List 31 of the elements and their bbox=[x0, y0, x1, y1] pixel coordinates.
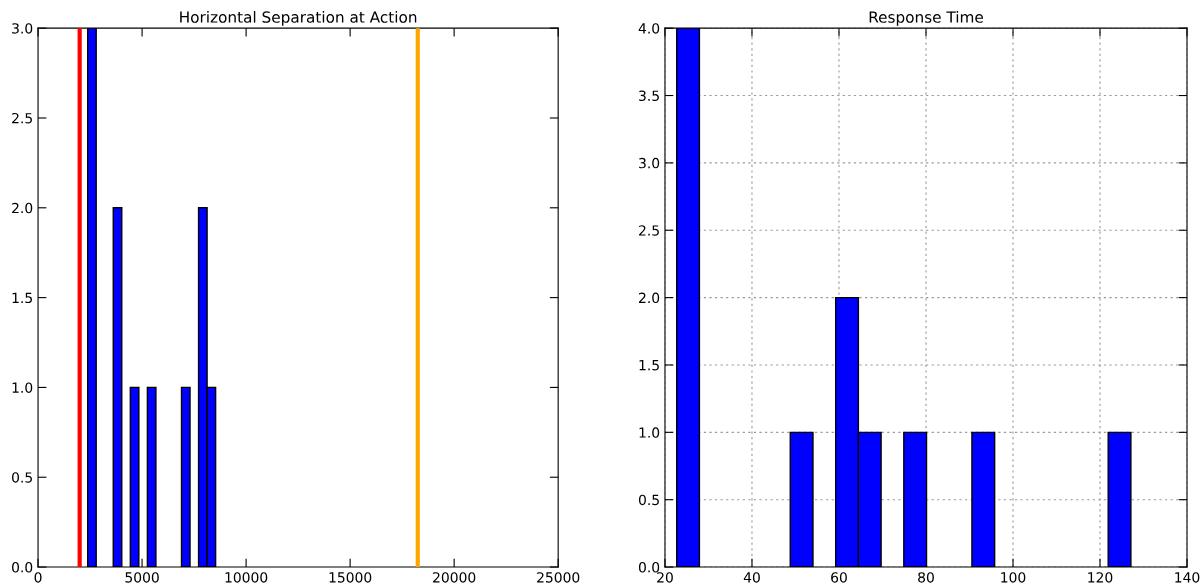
y-tick-label: 3.5 bbox=[639, 90, 659, 102]
y-tick-label: 0.0 bbox=[12, 562, 33, 573]
y-tick-label: 2.5 bbox=[639, 225, 659, 236]
x-tick-label: 60 bbox=[831, 572, 847, 583]
chart-title: Response Time bbox=[869, 11, 983, 26]
x-tick-label: 20000 bbox=[433, 572, 476, 583]
x-tick-label: 5000 bbox=[125, 572, 159, 583]
x-tick-label: 80 bbox=[918, 572, 934, 583]
x-tick-label: 20 bbox=[657, 572, 673, 583]
y-tick-label: 0.0 bbox=[638, 562, 660, 573]
y-tick-label: 4.0 bbox=[638, 23, 660, 34]
y-tick-label: 1.0 bbox=[639, 427, 660, 438]
y-tick-label: 0.5 bbox=[638, 494, 659, 506]
x-tick-label: 100 bbox=[1001, 572, 1026, 583]
y-tick-label: 0.5 bbox=[12, 472, 32, 483]
y-tick-label: 2.0 bbox=[639, 292, 660, 304]
y-tick-label: 1.5 bbox=[639, 360, 659, 371]
y-tick-label: 3.0 bbox=[639, 157, 660, 169]
x-tick-label: 0 bbox=[34, 572, 42, 583]
x-tick-label: 10000 bbox=[225, 572, 268, 583]
x-tick-label: 40 bbox=[743, 572, 760, 583]
y-tick-label: 2.0 bbox=[12, 202, 33, 214]
x-tick-label: 140 bbox=[1175, 572, 1200, 583]
y-tick-label: 2.5 bbox=[12, 112, 32, 124]
chart-title: Horizontal Separation at Action bbox=[180, 11, 417, 26]
x-tick-label: 15000 bbox=[329, 572, 372, 583]
x-tick-label: 120 bbox=[1088, 572, 1113, 583]
x-tick-label: 25000 bbox=[537, 572, 580, 583]
y-tick-label: 3.0 bbox=[12, 23, 33, 34]
y-tick-label: 1.5 bbox=[12, 292, 32, 304]
y-tick-label: 1.0 bbox=[12, 382, 33, 393]
